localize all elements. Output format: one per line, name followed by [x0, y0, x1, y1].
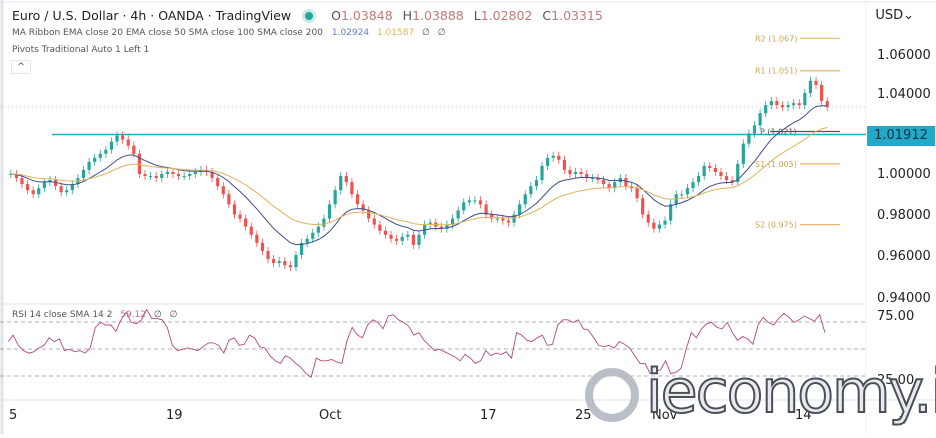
high-label: H — [402, 8, 413, 23]
rsi-value: 59.12 — [120, 310, 147, 320]
rsi-tick: 75.00 — [877, 309, 915, 324]
collapse-legend-button[interactable]: ^ — [11, 60, 31, 74]
sma200-value: ∅ — [437, 28, 446, 38]
time-tick: 25 — [575, 408, 592, 423]
market-status-icon — [305, 12, 314, 20]
svg-text:R2 (1.067): R2 (1.067) — [755, 34, 797, 43]
watermark-label: ieconomy.io — [645, 357, 936, 427]
ma-ribbon-legend[interactable]: MA Ribbon EMA close 20 EMA close 50 SMA … — [12, 28, 446, 38]
open-value: 1.03848 — [340, 8, 393, 23]
rsi-extra-value: ∅ — [169, 310, 178, 320]
symbol-legend[interactable]: Euro / U.S. Dollar · 4h · OANDA · Tradin… — [12, 8, 603, 23]
low-value: 1.02802 — [480, 8, 533, 23]
chevron-up-icon: ^ — [17, 62, 25, 72]
pivots-label: Pivots Traditional Auto 1 Left 1 — [12, 45, 150, 55]
gear-icon[interactable]: ⚙ — [897, 413, 908, 427]
svg-text:R1 (1.051): R1 (1.051) — [755, 67, 797, 76]
current-price-badge: 1.01912 — [867, 126, 935, 146]
pivots-legend[interactable]: Pivots Traditional Auto 1 Left 1 — [12, 45, 149, 55]
close-label: C — [542, 8, 552, 23]
rsi-label: RSI 14 close SMA 14 2 — [12, 310, 113, 320]
rsi-tick: 25.00 — [877, 373, 915, 388]
sma100-value: ∅ — [422, 28, 430, 38]
price-tick: 0.94000 — [877, 291, 931, 306]
currency-label: USD — [875, 8, 904, 23]
svg-text:S1 (1.005): S1 (1.005) — [755, 160, 797, 169]
svg-text:P (1.021): P (1.021) — [760, 127, 797, 136]
price-tick: 1.00000 — [877, 167, 931, 182]
ema50-value: 1.01587 — [376, 28, 415, 38]
close-value: 1.03315 — [551, 8, 603, 23]
rsi-sma-value: ∅ — [153, 310, 162, 320]
watermark-text: @ieconomy.io — [588, 361, 936, 423]
time-tick: Oct — [319, 408, 342, 423]
currency-selector[interactable]: USD⌄ — [875, 8, 914, 23]
high-value: 1.03888 — [412, 8, 464, 23]
open-label: O — [331, 8, 341, 23]
ma-ribbon-label: MA Ribbon EMA close 20 EMA close 50 SMA … — [12, 28, 323, 38]
svg-text:S2 (0.975): S2 (0.975) — [755, 221, 797, 230]
price-tick: 0.96000 — [877, 249, 931, 264]
watermark-logo-icon — [585, 368, 639, 422]
time-tick: 14 — [795, 408, 812, 423]
chevron-down-icon: ⌄ — [903, 8, 914, 23]
symbol-title: Euro / U.S. Dollar · 4h · OANDA · Tradin… — [12, 8, 292, 23]
time-tick: 19 — [166, 408, 183, 423]
low-label: L — [473, 8, 481, 23]
price-tick: 1.06000 — [877, 48, 931, 63]
ema20-value: 1.02924 — [331, 28, 370, 38]
time-tick: Nov — [652, 408, 678, 423]
rsi-legend[interactable]: RSI 14 close SMA 14 2 59.12 ∅ ∅ — [12, 310, 177, 320]
time-tick: 17 — [480, 408, 497, 423]
price-tick: 1.04000 — [877, 87, 931, 102]
price-tick: 0.98000 — [877, 208, 931, 223]
time-tick: 5 — [9, 408, 18, 423]
